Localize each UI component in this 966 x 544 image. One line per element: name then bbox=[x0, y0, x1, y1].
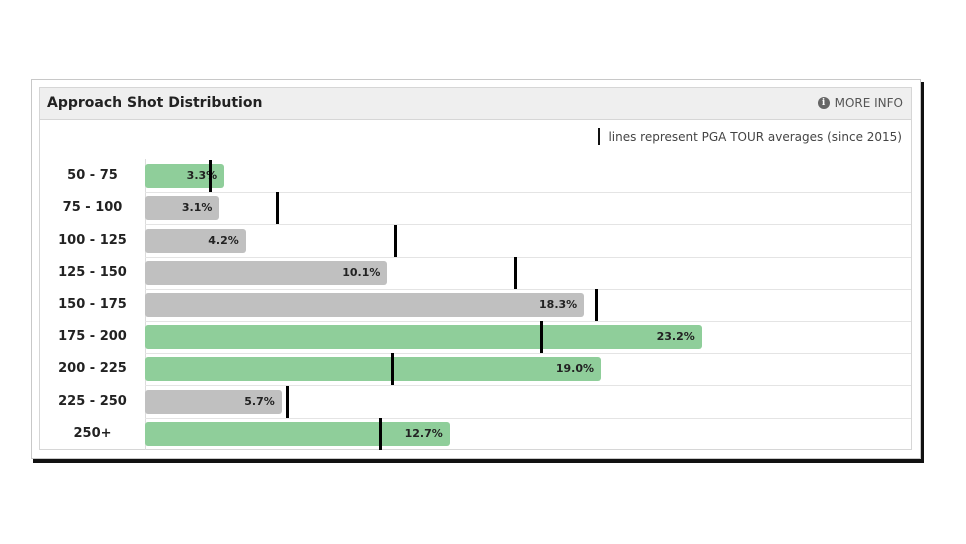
bar-value-label: 19.0% bbox=[555, 362, 594, 376]
more-info-label: MORE INFO bbox=[834, 96, 903, 110]
bar[interactable] bbox=[145, 421, 450, 446]
row-label: 50 - 75 bbox=[67, 168, 118, 184]
bar[interactable] bbox=[145, 228, 246, 253]
tour-average-marker bbox=[540, 321, 543, 354]
bar[interactable] bbox=[145, 325, 702, 350]
legend-text: lines represent PGA TOUR averages (since… bbox=[608, 129, 902, 144]
bar[interactable] bbox=[145, 196, 220, 221]
chart-legend: lines represent PGA TOUR averages (since… bbox=[598, 128, 902, 145]
tour-average-marker bbox=[391, 353, 395, 386]
row-label: 150 - 175 bbox=[58, 296, 127, 312]
more-info-link[interactable]: i MORE INFO bbox=[817, 96, 903, 110]
tour-average-marker bbox=[393, 224, 397, 257]
row-separator bbox=[145, 256, 911, 258]
row-label: 75 - 100 bbox=[62, 200, 123, 216]
row-label: 125 - 150 bbox=[58, 264, 127, 280]
widget-body: Approach Shot Distribution i MORE INFO l… bbox=[39, 87, 912, 450]
row-label: 250+ bbox=[73, 425, 112, 441]
widget-header: Approach Shot Distribution i MORE INFO bbox=[40, 88, 911, 120]
bar-value-label: 23.2% bbox=[656, 330, 695, 344]
row-separator bbox=[145, 321, 911, 322]
row-separator bbox=[145, 192, 911, 194]
tour-average-marker bbox=[285, 385, 289, 418]
tour-average-marker bbox=[595, 288, 599, 321]
bar[interactable] bbox=[145, 389, 282, 414]
row-label: 225 - 250 bbox=[58, 393, 127, 409]
row-label: 100 - 125 bbox=[58, 232, 127, 248]
tour-average-marker bbox=[276, 192, 279, 225]
row-separator bbox=[145, 417, 911, 419]
bar[interactable] bbox=[145, 260, 388, 285]
widget-title: Approach Shot Distribution bbox=[47, 95, 263, 111]
legend-line-icon bbox=[598, 128, 601, 145]
bar[interactable] bbox=[145, 292, 585, 317]
bar-value-label: 12.7% bbox=[404, 426, 443, 440]
bar-value-label: 18.3% bbox=[539, 297, 578, 311]
row-label: 200 - 225 bbox=[58, 361, 127, 377]
info-icon: i bbox=[817, 97, 830, 109]
bar-value-label: 5.7% bbox=[244, 394, 275, 408]
tour-average-marker bbox=[513, 256, 517, 289]
row-separator bbox=[145, 224, 911, 226]
bar-value-label: 10.1% bbox=[342, 265, 381, 279]
approach-shot-widget: Approach Shot Distribution i MORE INFO l… bbox=[31, 79, 921, 459]
bar-value-label: 3.3% bbox=[186, 169, 218, 183]
bar[interactable] bbox=[145, 357, 601, 382]
bar-value-label: 3.1% bbox=[181, 201, 213, 215]
bar-value-label: 4.2% bbox=[208, 233, 239, 247]
tour-average-marker bbox=[379, 417, 383, 450]
row-separator bbox=[145, 288, 911, 290]
row-label: 175 - 200 bbox=[58, 329, 127, 345]
row-separator bbox=[145, 385, 911, 387]
tour-average-marker bbox=[208, 160, 212, 193]
row-separator bbox=[145, 353, 911, 355]
